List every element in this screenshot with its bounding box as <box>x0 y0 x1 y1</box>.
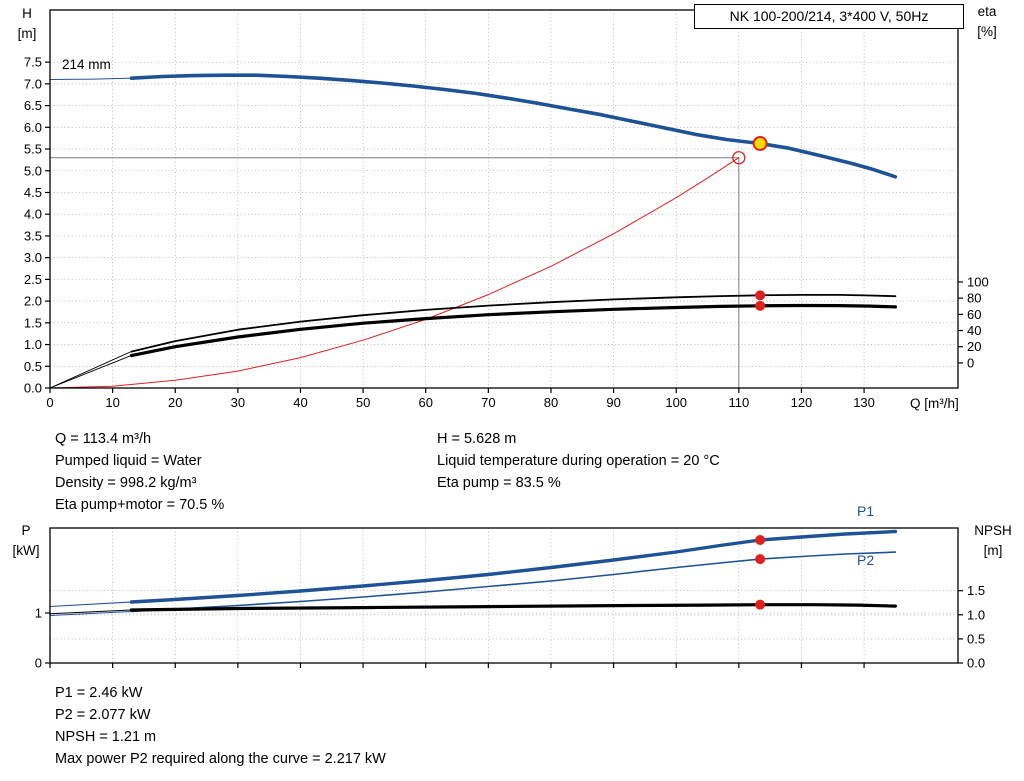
impeller-diameter-label: 214 mm <box>62 57 111 72</box>
x-axis-tick-label: 70 <box>481 395 495 410</box>
npsh-axis-label-line2: [m] <box>983 543 1003 558</box>
x-axis-tick-label: 50 <box>356 395 370 410</box>
left-axis-tick-label: 1.5 <box>24 315 42 330</box>
h-axis-label: H [m] <box>6 4 48 44</box>
p-axis-label-line1: P <box>21 523 31 538</box>
left-axis-tick-label: 6.0 <box>24 120 42 135</box>
eta-pump-curve <box>130 294 897 353</box>
x-axis-tick-label: 40 <box>293 395 307 410</box>
x-axis-tick-label: 120 <box>791 395 813 410</box>
x-axis-tick-label: 60 <box>418 395 432 410</box>
x-axis-tick-label: 100 <box>665 395 687 410</box>
left-axis-tick-label: 6.5 <box>24 98 42 113</box>
liquid-temperature-line: Liquid temperature during operation = 20… <box>437 453 720 469</box>
p2-lead <box>49 611 132 616</box>
operating-point-info-right: H = 5.628 m Liquid temperature during op… <box>437 428 720 494</box>
left-axis-tick-label: 4.5 <box>24 185 42 200</box>
right-axis-tick-label: 0.5 <box>967 631 985 646</box>
power-results-block: P1 = 2.46 kW P2 = 2.077 kW NPSH = 1.21 m… <box>55 682 386 770</box>
left-axis-tick-label: 5.5 <box>24 142 42 157</box>
p1-duty-dot <box>755 535 766 545</box>
left-axis-tick-label: 5.0 <box>24 163 42 178</box>
plot-frame <box>49 9 959 389</box>
eta-pump-motor-curve <box>129 303 897 358</box>
left-axis-tick-label: 2.5 <box>24 272 42 287</box>
p2-curve-label: P2 <box>857 552 875 568</box>
x-axis-tick-label: 130 <box>853 395 875 410</box>
p2-curve <box>130 551 897 613</box>
right-axis-tick-label: 100 <box>967 274 989 289</box>
p1-curve-label: P1 <box>857 503 875 519</box>
p2-duty-dot <box>755 554 766 565</box>
density-line: Density = 998.2 kg/m³ <box>55 475 197 491</box>
left-axis-tick-label: 7.0 <box>24 76 42 91</box>
npsh-axis-label-line1: NPSH <box>974 523 1012 538</box>
right-axis-tick-label: 0.0 <box>967 656 985 671</box>
x-axis-tick-label: 80 <box>544 395 558 410</box>
p1-value-line: P1 = 2.46 kW <box>55 685 143 701</box>
eta-axis-label-line2: [%] <box>977 24 997 39</box>
left-axis-tick-label: 1 <box>35 606 42 621</box>
npsh-duty-dot <box>755 599 766 610</box>
right-axis-tick-label: 0 <box>967 355 974 370</box>
eta-axis-label: eta [%] <box>966 2 1008 42</box>
selected-point-marker <box>732 151 746 165</box>
p2-value-line: P2 = 2.077 kW <box>55 707 151 723</box>
left-axis-tick-label: 2.0 <box>24 294 42 309</box>
eta-pump-lead <box>49 351 132 389</box>
eta-pump-motor-lead <box>49 354 132 389</box>
qh-curve-lead <box>49 77 132 80</box>
x-axis-tick-label: 30 <box>231 395 245 410</box>
left-axis-tick-label: 0 <box>35 656 42 671</box>
eta-pump-motor-duty-dot <box>755 300 766 311</box>
q-axis-unit-label: Q [m³/h] <box>910 396 959 411</box>
duty-point[interactable] <box>752 135 768 151</box>
left-axis-tick-label: 0.5 <box>24 359 42 374</box>
operating-point-info-left: Q = 113.4 m³/h Pumped liquid = Water Den… <box>55 428 224 516</box>
x-axis-tick-label: 10 <box>105 395 119 410</box>
right-axis-tick-label: 1.5 <box>967 583 985 598</box>
right-axis-tick-label: 40 <box>967 323 981 338</box>
npsh-curve <box>129 603 897 612</box>
right-axis-tick-label: 1.0 <box>967 607 985 622</box>
plot-frame <box>49 527 959 664</box>
left-axis-tick-label: 3.5 <box>24 228 42 243</box>
npsh-lead <box>49 609 132 615</box>
left-axis-tick-label: 1.0 <box>24 337 42 352</box>
left-axis-tick-label: 0.0 <box>24 381 42 396</box>
h-axis-label-line2: [m] <box>17 26 37 41</box>
x-axis-tick-label: 20 <box>168 395 182 410</box>
p1-curve <box>129 529 898 604</box>
right-axis-tick-label: 20 <box>967 339 981 354</box>
eta-axis-label-line1: eta <box>977 4 997 19</box>
eta-pump-duty-dot <box>755 290 766 301</box>
left-axis-tick-label: 7.5 <box>24 55 42 70</box>
h-axis-label-line1: H <box>22 6 32 21</box>
head-value-line: H = 5.628 m <box>437 431 517 447</box>
x-axis-tick-label: 110 <box>728 395 749 410</box>
npsh-value-line: NPSH = 1.21 m <box>55 729 157 745</box>
eta-pump-line: Eta pump = 83.5 % <box>437 475 561 491</box>
pumped-liquid-line: Pumped liquid = Water <box>55 453 202 469</box>
x-axis-tick-label: 0 <box>46 395 53 410</box>
pump-title-box: NK 100-200/214, 3*400 V, 50Hz <box>694 4 964 29</box>
left-axis-tick-label: 3.0 <box>24 250 42 265</box>
x-axis-tick-label: 90 <box>606 395 620 410</box>
eta-pump-motor-line: Eta pump+motor = 70.5 % <box>55 497 225 513</box>
max-power-line: Max power P2 required along the curve = … <box>55 751 386 767</box>
system-curve <box>49 157 740 389</box>
qh-curve <box>129 73 898 179</box>
flow-value-line: Q = 113.4 m³/h <box>55 431 152 447</box>
p-axis-label-line2: [kW] <box>12 543 40 558</box>
left-axis-tick-label: 4.0 <box>24 207 42 222</box>
p1-lead <box>49 601 132 607</box>
npsh-axis-label: NPSH [m] <box>964 521 1022 561</box>
right-axis-tick-label: 60 <box>967 307 981 322</box>
p-axis-label: P [kW] <box>4 521 48 561</box>
right-axis-tick-label: 80 <box>967 291 981 306</box>
